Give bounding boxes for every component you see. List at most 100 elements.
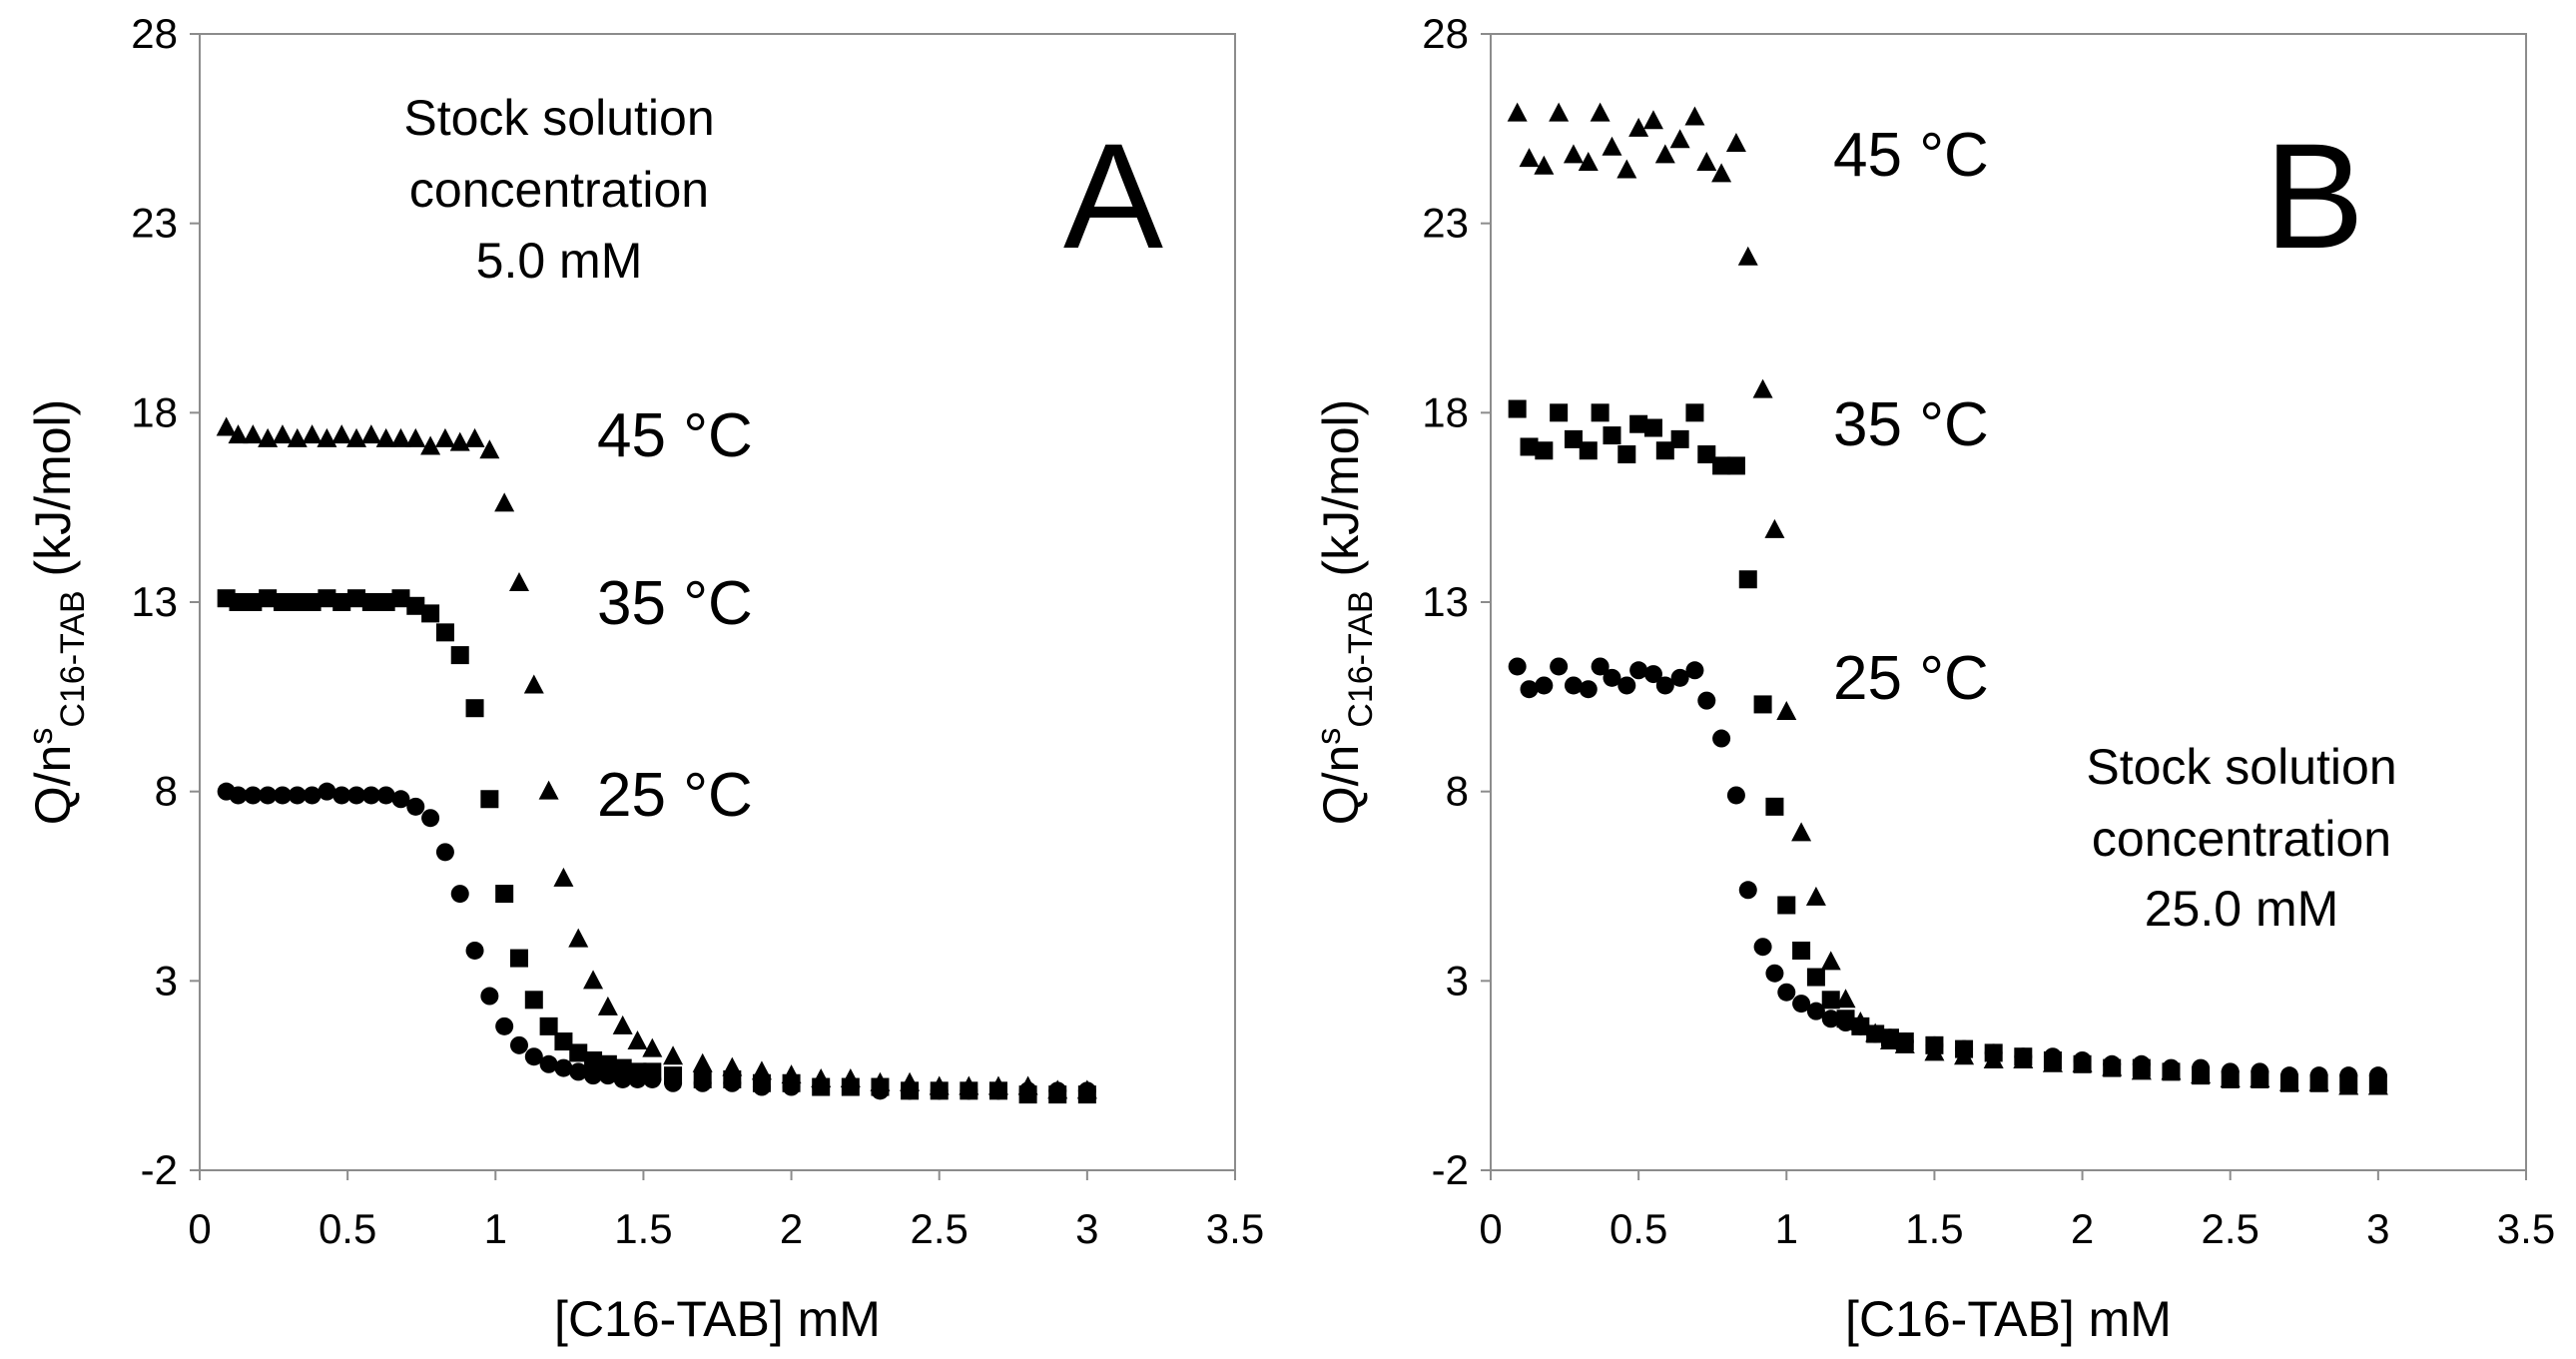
data-point-circle (495, 1017, 514, 1035)
data-point-triangle (1820, 951, 1841, 971)
data-point-triangle (1835, 989, 1856, 1009)
data-point-circle (598, 1066, 617, 1085)
data-point-triangle (597, 996, 618, 1016)
data-point-square (480, 790, 499, 809)
data-point-triangle (317, 427, 337, 447)
y-axis-label-main: Q/n (1313, 745, 1369, 826)
data-point-circle (930, 1081, 949, 1100)
data-point-square (288, 593, 307, 611)
temperature-label: 45 °C (1833, 121, 1989, 190)
data-point-triangle (1590, 102, 1610, 122)
data-point-circle (1655, 676, 1674, 695)
data-point-circle (1753, 938, 1772, 957)
data-point-square (1629, 414, 1648, 433)
series-triangle (1507, 102, 2388, 1095)
data-point-square (1712, 456, 1731, 475)
data-point-circle (1603, 668, 1621, 687)
data-point-circle (391, 790, 410, 809)
y-axis-label: Q/nsC16-TAB (kJ/mol) (1310, 399, 1380, 826)
data-point-triangle (1507, 102, 1528, 122)
data-point-triangle (1563, 144, 1584, 164)
y-axis-label-unit: (kJ/mol) (1313, 399, 1369, 591)
data-point-triangle (692, 1052, 713, 1072)
data-point-square (1564, 429, 1583, 448)
data-point-circle (244, 786, 263, 805)
data-point-circle (361, 786, 380, 805)
data-point-square (1738, 570, 1757, 589)
stock-annotation-line: concentration (409, 162, 709, 218)
temperature-label: 25 °C (597, 761, 753, 830)
data-point-circle (2043, 1047, 2062, 1066)
data-point-square (1806, 968, 1825, 987)
stock-annotation-line: Stock solution (403, 90, 714, 146)
data-point-triangle (360, 424, 381, 444)
data-point-circle (1866, 1024, 1885, 1043)
data-point-triangle (258, 427, 279, 447)
data-point-square (1655, 441, 1674, 460)
x-tick-label: 0.5 (319, 1205, 376, 1252)
temperature-label: 35 °C (1833, 390, 1989, 459)
data-point-square (1697, 445, 1716, 464)
data-point-circle (2162, 1058, 2181, 1077)
temperature-label: 35 °C (597, 569, 753, 638)
data-point-circle (1738, 881, 1757, 900)
data-point-square (1777, 896, 1796, 915)
x-tick-label: 2.5 (911, 1205, 968, 1252)
x-axis-label: [C16-TAB] mM (1845, 1291, 2172, 1347)
data-point-circle (1018, 1081, 1037, 1100)
data-point-triangle (1549, 102, 1570, 122)
x-tick-label: 0.5 (1610, 1205, 1667, 1252)
y-tick-label: -2 (1432, 1146, 1469, 1193)
data-point-triangle (494, 492, 515, 512)
y-tick-label: 13 (131, 578, 178, 625)
data-point-circle (1821, 1010, 1840, 1028)
x-tick-label: 2 (2071, 1205, 2094, 1252)
y-tick-label: 13 (1422, 578, 1469, 625)
data-point-square (465, 699, 484, 718)
data-point-circle (318, 782, 336, 801)
data-point-circle (613, 1069, 632, 1088)
data-point-circle (376, 786, 395, 805)
data-point-triangle (1776, 701, 1797, 721)
data-point-circle (539, 1054, 558, 1073)
temperature-label: 25 °C (1833, 644, 1989, 713)
y-axis-label: Q/nsC16-TAB (kJ/mol) (22, 399, 92, 826)
data-point-triangle (627, 1030, 648, 1050)
data-point-circle (450, 885, 469, 904)
data-point-circle (1629, 661, 1648, 680)
plot-frame (1490, 33, 2527, 1171)
chart-panel-b: -2 3 8 13 18 23 28 0 0.5 1 1.5 2 2.5 3 3.5 [C16-TAB] mM… (1310, 10, 2555, 1347)
data-point-square (554, 1032, 573, 1051)
data-point-circle (2251, 1062, 2269, 1081)
data-point-circle (960, 1081, 978, 1100)
data-point-square (450, 646, 469, 665)
data-point-circle (2368, 1066, 2387, 1085)
temperature-label: 45 °C (597, 401, 753, 470)
data-point-circle (1806, 1002, 1825, 1020)
data-point-circle (480, 987, 499, 1006)
data-point-triangle (449, 431, 470, 451)
y-axis-label-sup: s (22, 728, 60, 745)
data-point-triangle (302, 424, 322, 444)
data-point-square (259, 589, 278, 608)
data-point-circle (1895, 1032, 1914, 1051)
data-point-square (1753, 695, 1772, 714)
y-tick-label: 18 (1422, 388, 1469, 435)
data-point-circle (901, 1081, 920, 1100)
data-point-triangle (1737, 246, 1758, 266)
data-point-triangle (1534, 155, 1555, 175)
data-point-triangle (346, 427, 367, 447)
panel-label: A (1063, 112, 1163, 280)
data-point-circle (812, 1077, 831, 1096)
y-tick-label: 28 (131, 10, 178, 57)
data-point-triangle (1519, 148, 1540, 168)
data-point-circle (2279, 1066, 2298, 1085)
data-point-triangle (1642, 110, 1663, 130)
data-point-square (1520, 437, 1539, 456)
x-tick-label: 1.5 (1905, 1205, 1963, 1252)
data-point-triangle (508, 572, 529, 592)
data-point-square (1535, 441, 1554, 460)
data-point-circle (841, 1077, 860, 1096)
data-point-square (1765, 797, 1784, 816)
